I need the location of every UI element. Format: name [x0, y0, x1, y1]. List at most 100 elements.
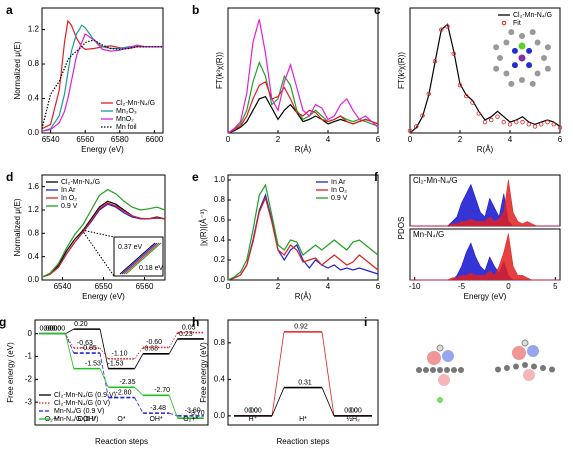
marker [551, 122, 556, 127]
y-tick-label: 0.4 [28, 94, 40, 103]
x-tick-label: 0 [506, 282, 511, 291]
marker [495, 114, 500, 119]
x-tick-label: 2 [276, 282, 281, 291]
area [410, 183, 560, 227]
marker [545, 119, 550, 125]
atom [451, 367, 457, 373]
legend-label: Fit [513, 20, 521, 27]
legend-label: Mn-N₄/G (0.9 V) [54, 408, 104, 415]
marker [520, 119, 525, 125]
atom [544, 44, 551, 51]
density [442, 350, 454, 362]
y-tick-label: 0.4 [214, 235, 226, 244]
marker [526, 122, 531, 127]
line [227, 196, 379, 281]
value-label: -0.60 [146, 339, 162, 346]
marker [539, 122, 544, 127]
atom [549, 366, 555, 373]
y-tick-label: 0.0 [28, 275, 40, 284]
step-label: OOH* [78, 416, 97, 423]
connector [134, 347, 144, 360]
marker [507, 122, 513, 127]
atom [519, 77, 525, 83]
x-tick-label: 6560 [76, 135, 94, 144]
line [227, 193, 379, 281]
y-axis-label: Free energy (eV) [6, 342, 15, 403]
marker [432, 59, 438, 64]
value-label: -0.85 [81, 345, 97, 352]
value-label: 0.00 [51, 326, 65, 333]
y-tick-label: -1 [25, 352, 33, 361]
atom [526, 62, 533, 69]
x-axis-label: Energy (eV) [464, 292, 507, 301]
value-label: -0.63 [77, 340, 93, 347]
y-tick-label: 1.2 [28, 25, 40, 34]
atom [526, 47, 533, 54]
value-label: 0.00 [244, 408, 258, 415]
atom [519, 33, 525, 39]
atom [493, 44, 500, 51]
line [41, 39, 163, 129]
axes-frame [41, 7, 164, 134]
axes-frame [227, 174, 379, 281]
panel-label: a [6, 3, 13, 17]
y-tick-label: 0.8 [214, 195, 226, 204]
x-tick-label: 6 [558, 135, 563, 144]
axes-frame [227, 319, 379, 426]
x-axis-label: Energy (eV) [82, 292, 125, 301]
y-axis-label: PDOS [397, 217, 406, 240]
connector [99, 353, 109, 398]
atom [504, 365, 510, 371]
x-tick-label: 6540 [42, 135, 60, 144]
marker [557, 125, 563, 130]
x-axis-label: R(Å) [295, 292, 312, 301]
panel-label: i [364, 315, 367, 329]
zoom-line [81, 229, 115, 238]
x-tick-label: 6560 [136, 282, 154, 291]
panel-label: g [0, 315, 6, 329]
y-tick-label: 1.2 [28, 205, 40, 214]
atom [497, 55, 503, 61]
y-tick-label: 0.2 [214, 255, 226, 264]
density [438, 374, 450, 386]
value-label: -1.53 [85, 360, 101, 367]
connector [99, 329, 109, 369]
y-tick-label: 0.4 [28, 252, 40, 261]
atom [503, 70, 510, 77]
panel-label: d [6, 170, 13, 184]
value-label: 0.00 [348, 408, 362, 415]
atom [513, 363, 519, 370]
area [410, 179, 560, 227]
density [527, 345, 539, 357]
marker [464, 93, 469, 99]
value-label: -1.53 [108, 360, 124, 367]
panel-label: e [192, 170, 199, 184]
value-label: -3.60 [185, 408, 201, 415]
marker [482, 119, 488, 125]
line [41, 202, 166, 278]
atom [534, 39, 541, 46]
marker [407, 128, 413, 134]
y-axis-label: FT(k³χ(R)) [397, 52, 406, 89]
legend-label: Mn-N₄/G (0 V) [54, 416, 98, 423]
x-tick-label: 6580 [111, 135, 129, 144]
density [523, 369, 535, 381]
x-tick-label: 6550 [95, 282, 113, 291]
y-axis-label: FT(k³χ(R)) [215, 52, 224, 89]
x-tick-label: 4 [508, 135, 513, 144]
x-tick-label: 4 [326, 135, 331, 144]
value-label: 0.00 [43, 326, 57, 333]
atom [437, 397, 443, 403]
atom [518, 54, 526, 62]
x-tick-label: 6 [376, 135, 381, 144]
marker [489, 117, 494, 123]
subplot-title: Mn-N₄/G [413, 230, 444, 239]
atom [522, 362, 528, 368]
connector [134, 387, 144, 396]
x-tick-label: -5 [458, 282, 466, 291]
x-tick-label: 0 [226, 135, 231, 144]
legend-label: 0.9 V [331, 195, 348, 202]
step-label: H⁺ [249, 416, 258, 423]
y-tick-label: -2 [25, 374, 33, 383]
panel-label: b [192, 3, 199, 17]
